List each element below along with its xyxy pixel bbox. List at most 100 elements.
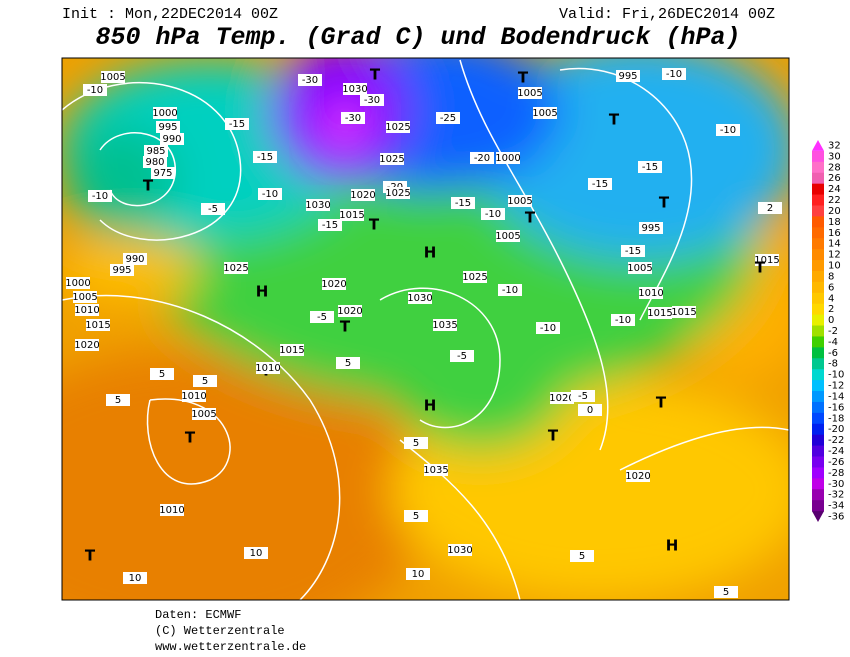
colorbar-label: -10 — [828, 370, 844, 381]
label-bg — [386, 187, 410, 199]
label-bg — [450, 350, 474, 362]
label-bg — [73, 291, 97, 303]
colorbar-cell — [812, 216, 824, 228]
contour-label: 1010 — [255, 363, 280, 374]
label-bg — [192, 408, 216, 420]
contour-label: 1015 — [754, 255, 779, 266]
label-bg — [508, 195, 532, 207]
contour-label: 2 — [767, 203, 773, 214]
contour-label: 995 — [112, 265, 131, 276]
contour-label: 10 — [250, 548, 263, 559]
label-bg — [338, 305, 362, 317]
contour-label: 1005 — [191, 409, 216, 420]
colorbar-arrow — [812, 511, 824, 522]
colorbar-cell — [812, 303, 824, 316]
label-bg — [496, 230, 520, 242]
label-bg — [182, 390, 206, 402]
colorbar-label: 20 — [828, 206, 841, 217]
label-bg — [310, 311, 334, 323]
label-bg — [360, 94, 384, 106]
colorbar-label: 0 — [828, 315, 834, 326]
pressure-center: T — [525, 209, 536, 227]
contour-label: 5 — [413, 438, 419, 449]
contour-label: 10 — [412, 569, 425, 580]
colorbar-label: -8 — [828, 359, 838, 370]
contour-label: -10 — [720, 125, 736, 136]
label-bg — [160, 504, 184, 516]
colorbar-label: -32 — [828, 490, 844, 501]
colorbar-label: 28 — [828, 162, 841, 173]
title: 850 hPa Temp. (Grad C) und Bodendruck (h… — [95, 23, 740, 52]
colorbar-cell — [812, 249, 824, 261]
map — [62, 58, 789, 600]
label-bg — [258, 188, 282, 200]
label-bg — [86, 319, 110, 331]
label-bg — [424, 464, 448, 476]
pressure-center: T — [340, 318, 351, 336]
contour-label: 995 — [641, 223, 660, 234]
colorbar-cell — [812, 292, 824, 305]
label-bg — [193, 375, 217, 387]
colorbar-cell — [812, 423, 824, 436]
label-bg — [496, 152, 520, 164]
contour-label: 5 — [723, 587, 729, 598]
contour-label: 1030 — [342, 84, 367, 95]
contour-label: -10 — [485, 209, 501, 220]
label-bg — [498, 284, 522, 296]
pressure-center: T — [518, 69, 529, 87]
pressure-center: T — [656, 394, 667, 412]
label-bg — [755, 254, 779, 266]
label-bg — [380, 153, 404, 165]
colorbar-cell — [812, 314, 824, 327]
label-bg — [481, 208, 505, 220]
contour-label: 1020 — [321, 279, 346, 290]
contour-label: 1020 — [549, 393, 574, 404]
label-bg — [123, 572, 147, 584]
label-bg — [470, 152, 494, 164]
colorbar-label: -6 — [828, 348, 838, 359]
contour-label: -10 — [666, 69, 682, 80]
colorbar-label: -24 — [828, 446, 844, 457]
label-bg — [571, 390, 595, 402]
contour-label: 1015 — [647, 308, 672, 319]
contour-label: 0 — [587, 405, 593, 416]
label-bg — [336, 357, 360, 369]
label-bg — [570, 550, 594, 562]
contour-label: 10 — [129, 573, 142, 584]
label-bg — [386, 121, 410, 133]
pressure-center: H — [256, 283, 269, 301]
label-bg — [518, 87, 542, 99]
colorbar-label: 16 — [828, 228, 841, 239]
label-bg — [404, 510, 428, 522]
label-bg — [672, 306, 696, 318]
contour-label: -15 — [257, 152, 273, 163]
label-bg — [280, 344, 304, 356]
label-bg — [322, 278, 346, 290]
pressure-center: H — [666, 537, 679, 555]
contour-label: -30 — [345, 113, 361, 124]
label-bg — [588, 178, 612, 190]
label-bg — [433, 319, 457, 331]
label-bg — [550, 392, 574, 404]
colorbar-label: 24 — [828, 184, 841, 195]
label-bg — [404, 437, 428, 449]
contour-label: 995 — [158, 122, 177, 133]
contour-label: -5 — [317, 312, 327, 323]
contour-label: 1025 — [385, 188, 410, 199]
contour-label: 990 — [162, 134, 181, 145]
label-bg — [306, 199, 330, 211]
label-bg — [225, 118, 249, 130]
label-bg — [151, 167, 175, 179]
label-bg — [406, 568, 430, 580]
colorbar-label: -26 — [828, 457, 844, 468]
label-bg — [436, 112, 460, 124]
pressure-center: T — [85, 547, 96, 565]
contour-label: 1020 — [625, 471, 650, 482]
colorbar-cell — [812, 369, 824, 381]
colorbar-label: -2 — [828, 326, 838, 337]
contour-label: 1010 — [159, 505, 184, 516]
contour-label: 1000 — [152, 108, 177, 119]
contour-label: 5 — [115, 395, 121, 406]
colorbar-label: -36 — [828, 512, 844, 523]
